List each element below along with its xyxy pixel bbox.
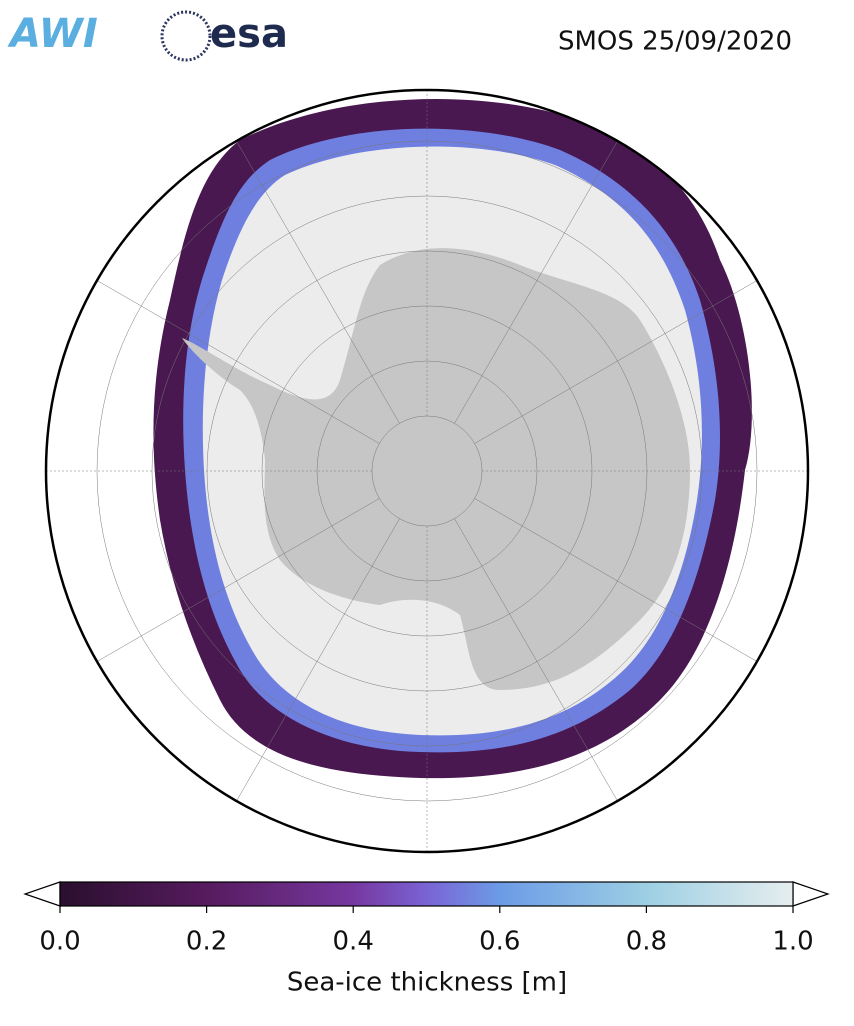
colorbar-tick-label: 0.6 (479, 927, 520, 957)
colorbar-extend-low (23, 881, 61, 907)
colorbar-label: Sea-ice thickness [m] (287, 968, 567, 998)
awi-logo: AWI (7, 11, 98, 57)
meridian (474, 498, 765, 667)
map-frame (44, 88, 810, 854)
colorbar-tick-label: 0.8 (626, 927, 667, 957)
graticule (46, 90, 808, 852)
colorbar (59, 881, 794, 907)
colorbar-ticks: 0.0 0.2 0.4 0.6 0.8 1.0 (39, 906, 814, 957)
colorbar-tick-label: 0.2 (186, 927, 227, 957)
meridian (89, 498, 380, 667)
meridian (454, 518, 623, 809)
meridian (454, 133, 623, 424)
antarctica (182, 248, 690, 690)
map-title: SMOS 25/09/2020 (558, 27, 792, 57)
meridian (89, 275, 380, 444)
colorbar-tick-label: 0.4 (333, 927, 374, 957)
colorbar-tick-label: 1.0 (772, 927, 813, 957)
latitude-circle (316, 360, 538, 582)
map-area (46, 90, 808, 852)
esa-logo: esa (210, 11, 288, 57)
latitude-circle (96, 140, 758, 802)
colorbar-tick-label: 0.0 (39, 927, 80, 957)
meridian (231, 133, 400, 424)
meridian (231, 518, 400, 809)
meridian (474, 275, 765, 444)
esa-logo-mark (160, 10, 212, 62)
colorbar-extend-high (792, 881, 830, 907)
